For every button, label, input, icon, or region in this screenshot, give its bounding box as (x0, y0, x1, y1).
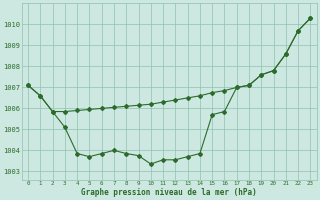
X-axis label: Graphe pression niveau de la mer (hPa): Graphe pression niveau de la mer (hPa) (81, 188, 257, 197)
